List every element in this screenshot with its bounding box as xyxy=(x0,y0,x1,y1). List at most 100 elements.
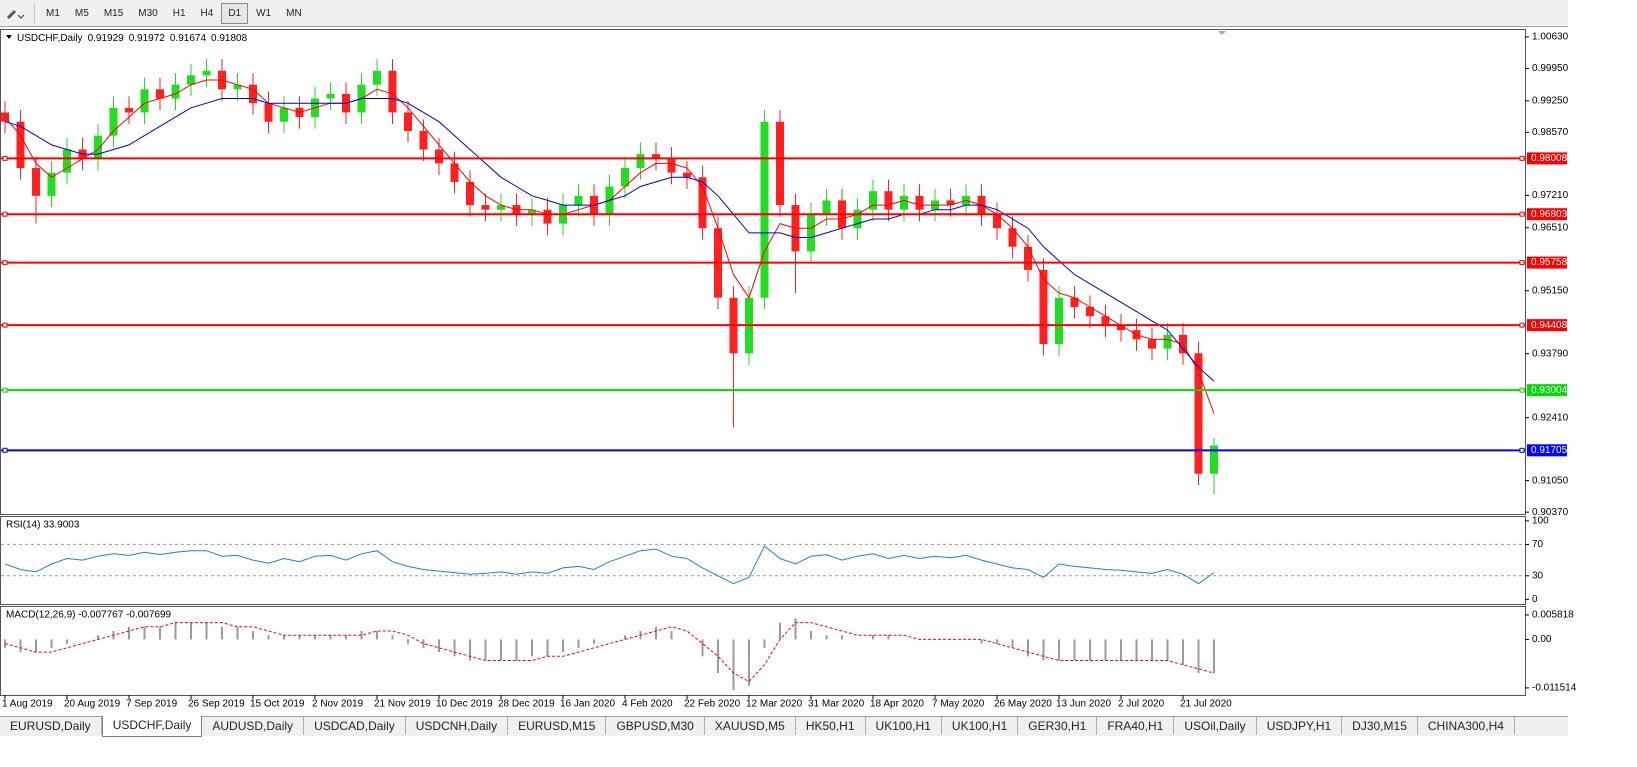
timeframe-button[interactable]: M15 xyxy=(103,7,124,19)
x-tick-label: 26 Sep 2019 xyxy=(188,699,245,710)
signal-line xyxy=(4,622,1215,683)
candle-body xyxy=(1070,297,1079,307)
candle-body xyxy=(109,107,118,136)
rsi-line xyxy=(4,545,1215,585)
moving-average xyxy=(4,98,1215,382)
level-anchor xyxy=(1519,211,1525,217)
chart-tab[interactable]: GER30,H1 xyxy=(1018,717,1098,735)
y-tick-label: 0.92410 xyxy=(1532,412,1569,423)
candle-body xyxy=(698,177,707,229)
level-label-box xyxy=(1527,208,1567,221)
rsi-panel-frame xyxy=(0,516,1526,605)
chart-tab[interactable]: EURUSD,M15 xyxy=(508,717,607,735)
candle-body xyxy=(326,93,335,99)
level-label: 0.94408 xyxy=(1531,320,1568,331)
menu-arrow xyxy=(6,35,12,39)
timeframe-button[interactable]: MN xyxy=(286,7,302,19)
candle-body xyxy=(1055,297,1063,345)
x-tick-label: 4 Feb 2020 xyxy=(622,699,673,710)
candle-body xyxy=(822,200,831,215)
timeframe-button[interactable]: M30 xyxy=(138,7,158,19)
candle-body xyxy=(869,191,877,210)
level-label-box xyxy=(1527,444,1567,457)
y-tick-label: 0.90370 xyxy=(1532,507,1569,518)
main-panel-frame xyxy=(0,29,1526,515)
timeframe-button[interactable]: M5 xyxy=(74,7,89,19)
candle-body xyxy=(1008,228,1017,247)
y-tick-label: 30 xyxy=(1532,570,1544,581)
candle-body xyxy=(264,103,273,122)
chart-tab[interactable]: USOil,Daily xyxy=(1174,717,1257,735)
candle-body xyxy=(435,149,443,164)
candle-body xyxy=(419,130,428,150)
chart-tab[interactable]: USDCNH,Daily xyxy=(406,717,509,735)
level-label: 0.93004 xyxy=(1531,385,1568,396)
candle-body xyxy=(497,205,505,210)
candle-body xyxy=(187,75,195,85)
timeframe-button[interactable]: M1 xyxy=(46,7,60,19)
chart-tabs: EURUSD,Daily USDCHF,Daily AUDUSD,Daily USDC… xyxy=(0,716,1568,737)
chart-tab[interactable]: UK100,H1 xyxy=(866,717,942,735)
candle-body xyxy=(388,70,397,113)
timeframe-button[interactable]: H4 xyxy=(200,7,214,19)
candle-body xyxy=(481,205,490,210)
chart-tab[interactable]: UK100,H1 xyxy=(942,717,1019,735)
x-tick-label: 26 May 2020 xyxy=(994,699,1052,710)
x-tick-label: 1 Aug 2019 xyxy=(2,699,53,710)
level-anchor xyxy=(2,155,8,161)
x-tick-label: 31 Mar 2020 xyxy=(808,699,865,710)
chart-tab[interactable]: AUDUSD,Daily xyxy=(202,717,305,735)
candle-body xyxy=(94,135,102,159)
y-tick-label: -0.011514 xyxy=(1532,683,1577,694)
chart-tab[interactable]: EURUSD,Daily xyxy=(0,717,102,735)
draw-tool-icon[interactable] xyxy=(2,2,28,24)
level-label-box xyxy=(1527,319,1567,332)
chart-tab[interactable]: FRA40,H1 xyxy=(1097,717,1175,735)
chart-tab[interactable]: USDJPY,H1 xyxy=(1257,717,1343,735)
x-tick-label: 10 Dec 2019 xyxy=(436,699,493,710)
timeframe-button[interactable]: W1 xyxy=(256,7,272,19)
x-tick-label: 15 Oct 2019 xyxy=(250,699,305,710)
candle-body xyxy=(1163,334,1172,349)
candle-body xyxy=(466,181,474,206)
candle-body xyxy=(807,214,815,252)
candle-body xyxy=(1086,306,1094,317)
candle-body xyxy=(853,209,862,229)
y-tick-label: 0.99250 xyxy=(1532,96,1569,107)
chart-tab[interactable]: USDCHF,Daily xyxy=(101,716,203,737)
level-anchor xyxy=(2,447,8,453)
level-anchor xyxy=(2,322,8,328)
level-anchor xyxy=(1519,155,1525,161)
candle-body xyxy=(528,209,536,215)
chart-tab[interactable]: CHINA300,H4 xyxy=(1418,717,1515,735)
candle-body xyxy=(900,195,908,210)
header-value: 0.91674 xyxy=(170,33,207,44)
level-label: 0.96803 xyxy=(1531,209,1568,220)
chart-tab[interactable]: USDCAD,Daily xyxy=(304,717,406,735)
chart-tab[interactable]: HK50,H1 xyxy=(796,717,866,735)
candle-body xyxy=(125,107,133,113)
y-tick-label: 0.96510 xyxy=(1532,222,1569,233)
timeframe-button[interactable]: H1 xyxy=(172,7,186,19)
candle-body xyxy=(667,158,676,173)
level-label-box xyxy=(1527,152,1567,165)
chart-tab[interactable]: XAUUSD,M5 xyxy=(705,717,796,735)
chart-tab[interactable]: DJ30,M15 xyxy=(1342,717,1418,735)
candle-body xyxy=(993,214,1001,229)
chart-tab[interactable]: GBPUSD,M30 xyxy=(606,717,705,735)
candle-body xyxy=(915,195,924,210)
x-tick-label: 13 Jun 2020 xyxy=(1056,699,1111,710)
timeframe-button[interactable]: D1 xyxy=(221,2,249,24)
y-tick-label: 70 xyxy=(1532,539,1544,550)
level-anchor xyxy=(1519,447,1525,453)
candle-body xyxy=(574,195,583,206)
panel-title: RSI(14) 33.9003 xyxy=(6,520,80,531)
level-anchor xyxy=(1519,322,1525,328)
candle-body xyxy=(63,149,71,173)
level-anchor xyxy=(1519,260,1525,266)
x-tick-label: 7 Sep 2019 xyxy=(126,699,178,710)
candle-body xyxy=(140,89,149,113)
level-anchor xyxy=(2,211,8,217)
shift-marker xyxy=(1218,31,1226,35)
